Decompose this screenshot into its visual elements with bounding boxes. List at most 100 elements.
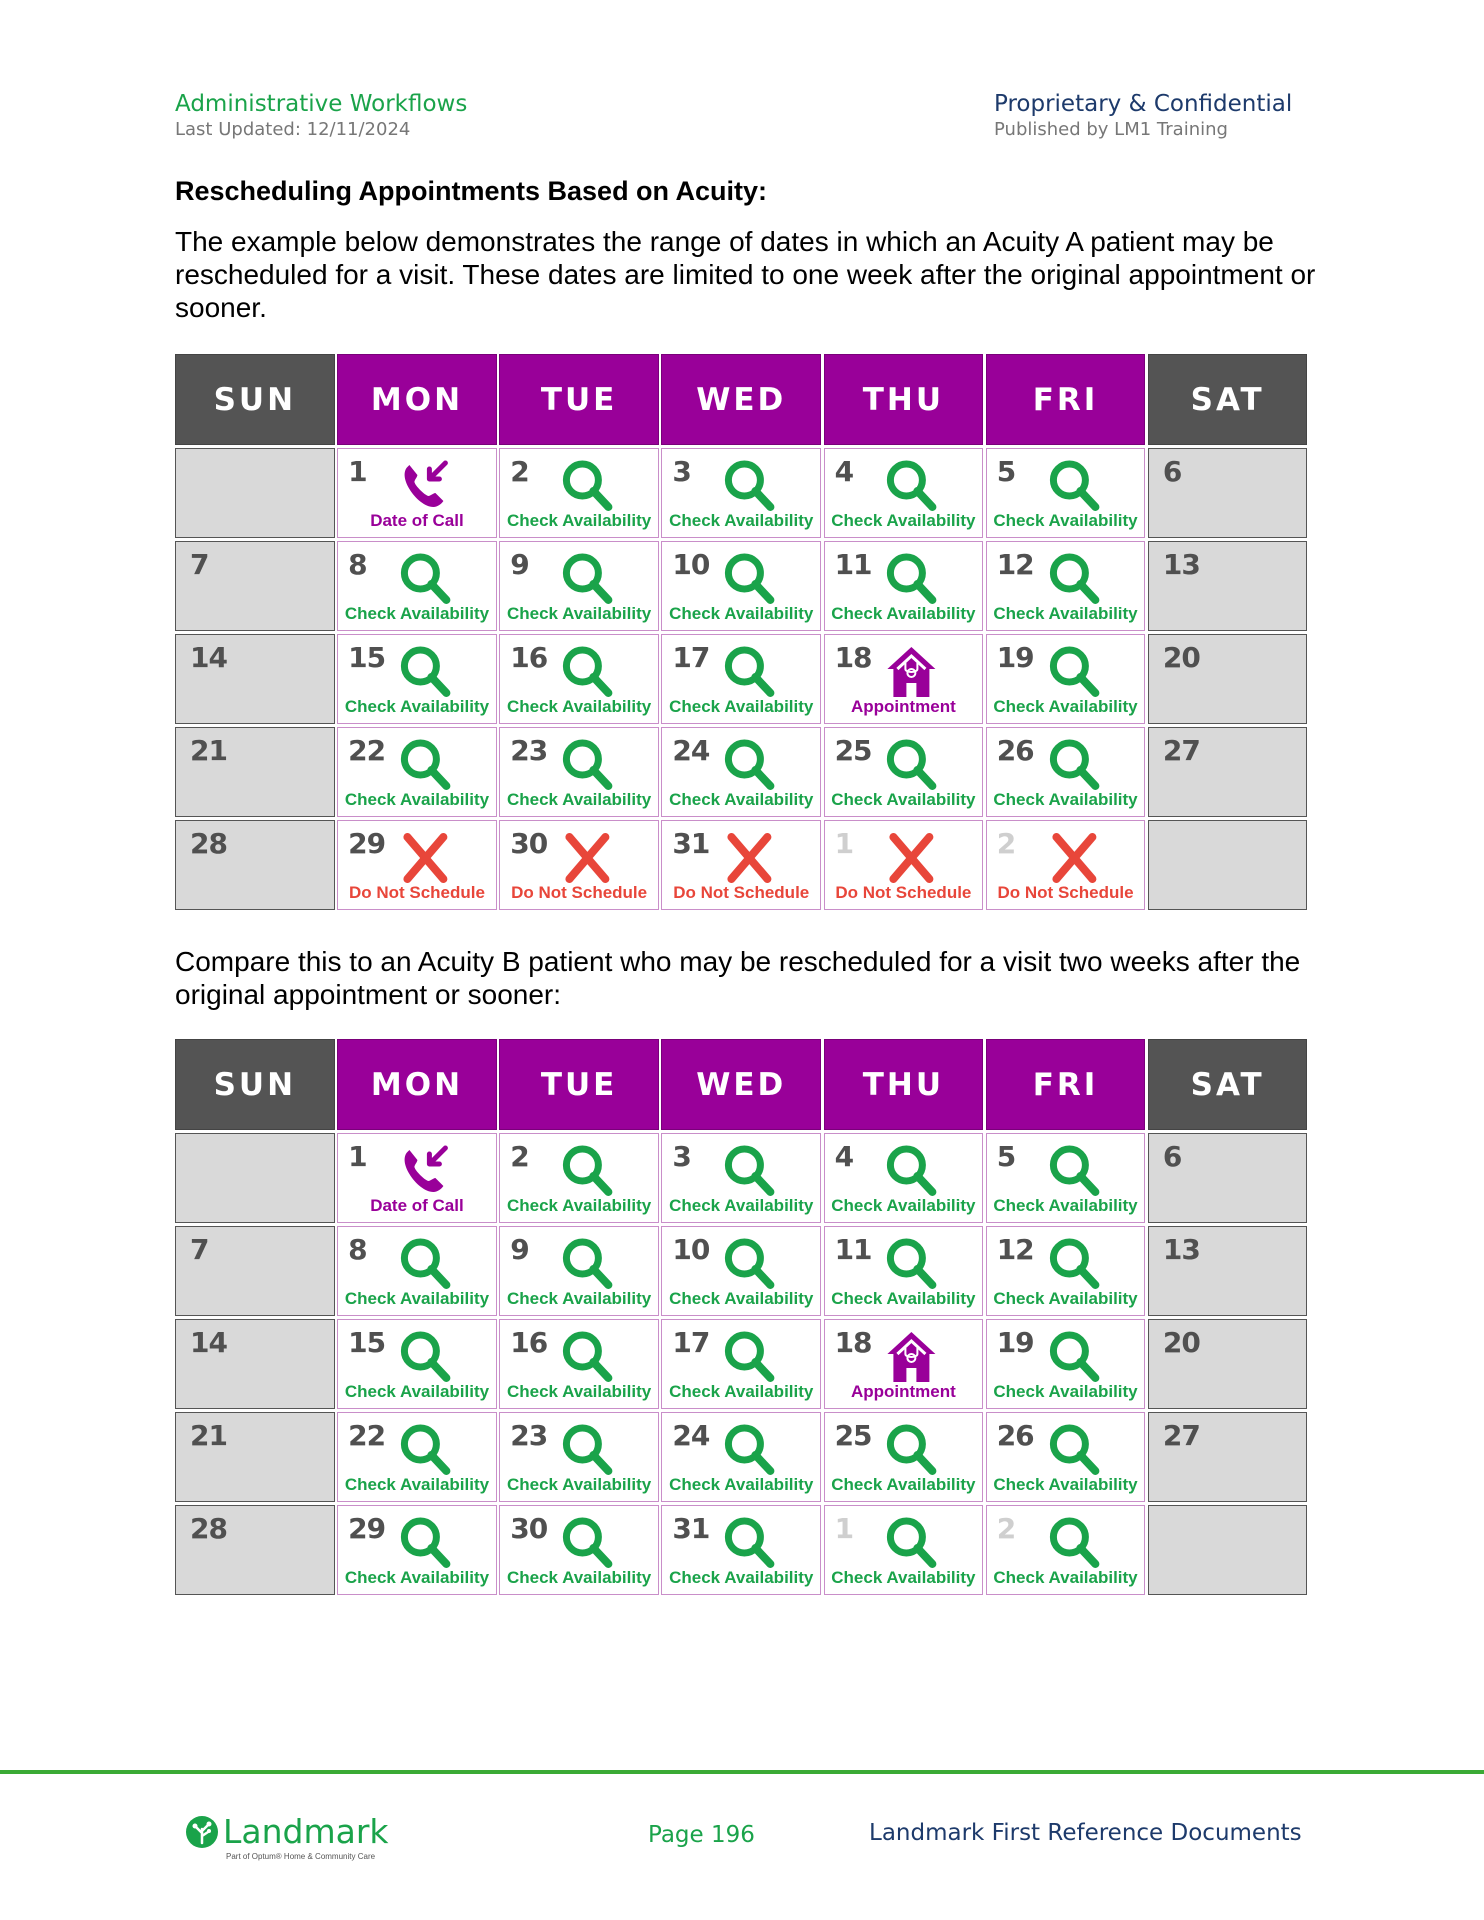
day-number: 6 — [1162, 1140, 1183, 1173]
dns-icon-wrap — [397, 829, 453, 885]
day-number: 2 — [510, 1140, 530, 1173]
page-number: Page 196 — [648, 1822, 755, 1848]
day-number: 23 — [510, 1419, 548, 1452]
day-number: 21 — [190, 1419, 228, 1452]
day-number: 26 — [996, 1419, 1035, 1452]
day-number: 19 — [996, 1326, 1035, 1359]
logo-text: Landmark — [223, 1812, 389, 1851]
magnifier-icon — [725, 553, 775, 604]
day-status-label: Check Availability — [831, 604, 976, 623]
day-number: 2 — [996, 827, 1017, 860]
header-title-left: Administrative Workflows — [175, 91, 468, 117]
calendar-day-cell: 5 Check Availability — [985, 448, 1146, 538]
day-status-label: Do Not Schedule — [348, 883, 485, 902]
calendar-day-cell: 2 Check Availability — [499, 1133, 659, 1223]
magnifier-icon — [1049, 1238, 1099, 1289]
day-status-label: Check Availability — [993, 697, 1138, 716]
check-icon-wrap — [397, 550, 453, 606]
calendar-day-cell: 30 Check Availability — [499, 1505, 659, 1595]
day-status-label: Check Availability — [344, 1568, 490, 1587]
day-number: 28 — [190, 827, 228, 860]
calendar-day-cell: 19 Check Availability — [985, 634, 1146, 724]
magnifier-icon — [1049, 1424, 1099, 1475]
day-number: 3 — [672, 1140, 692, 1173]
calendar-day-cell: 7 — [175, 541, 335, 631]
calendar-day-cell: 17 Check Availability — [661, 1319, 822, 1409]
day-status-label: Check Availability — [344, 1475, 490, 1494]
calendar-day-cell: 27 — [1147, 1412, 1308, 1502]
day-number: 25 — [834, 1419, 873, 1452]
footer-divider — [0, 1770, 1484, 1774]
call-icon-wrap — [397, 457, 453, 513]
check-icon-wrap — [1046, 1421, 1102, 1477]
red-x-icon — [403, 833, 448, 883]
day-header-thu: THU — [823, 354, 984, 445]
appt-icon-wrap — [884, 1328, 940, 1384]
day-header-wed: WED — [661, 1039, 822, 1130]
day-number: 19 — [996, 641, 1035, 674]
calendar-week-row: 28 29 Do Not Schedule 30 Do Not Schedule 31 Do… — [175, 820, 1310, 910]
magnifier-icon — [400, 646, 451, 697]
calendar-day-cell: 6 — [1147, 1133, 1308, 1223]
check-icon-wrap — [559, 550, 615, 606]
day-number: 22 — [348, 1419, 386, 1452]
calendar-day-cell: 9 Check Availability — [499, 1226, 659, 1316]
calendar-day-cell: 20 — [1147, 634, 1308, 724]
day-number: 29 — [348, 827, 386, 860]
day-status-label: Check Availability — [669, 604, 814, 623]
compare-paragraph: Compare this to an Acuity B patient who … — [175, 946, 1301, 1010]
day-status-label: Check Availability — [506, 1382, 652, 1401]
calendar-day-cell: 17 Check Availability — [661, 634, 822, 724]
calendar-week-row: 14 15 Check Availability 16 Check Availabili… — [175, 1319, 1310, 1409]
day-number: 13 — [1162, 1233, 1201, 1266]
check-icon-wrap — [397, 1235, 453, 1291]
calendar-day-cell: 18 Appointment — [823, 634, 984, 724]
check-icon-wrap — [1046, 1142, 1102, 1198]
day-status-label: Check Availability — [993, 1196, 1138, 1215]
day-status-label: Check Availability — [506, 697, 652, 716]
magnifier-icon — [562, 1145, 613, 1196]
calendar-day-cell: 31 Do Not Schedule — [661, 820, 822, 910]
day-status-label: Appointment — [850, 1382, 956, 1401]
day-header-thu: THU — [823, 1039, 984, 1130]
check-icon-wrap — [397, 736, 453, 792]
day-number: 27 — [1162, 1419, 1201, 1452]
day-status-label: Check Availability — [506, 790, 652, 809]
day-number: 15 — [348, 641, 386, 674]
magnifier-icon — [562, 553, 613, 604]
day-header-sat: SAT — [1147, 354, 1308, 445]
dns-icon-wrap — [1046, 829, 1102, 885]
landmark-logo: Landmark — [185, 1812, 389, 1851]
calendar-day-cell: 22 Check Availability — [337, 1412, 497, 1502]
day-number: 10 — [672, 548, 710, 581]
calendar-header: SUN MON TUE WED THU FRI SAT — [175, 354, 1310, 445]
magnifier-icon — [725, 460, 775, 511]
day-header-fri: FRI — [985, 1039, 1146, 1130]
check-icon-wrap — [884, 457, 940, 513]
calendar-day-cell: 14 — [175, 1319, 335, 1409]
calendar-day-cell: 15 Check Availability — [337, 634, 497, 724]
day-status-label: Check Availability — [993, 1289, 1138, 1308]
day-status-label: Check Availability — [831, 1289, 976, 1308]
landmark-tree-icon — [186, 1815, 218, 1848]
footer-doc-title: Landmark First Reference Documents — [869, 1820, 1302, 1846]
day-status-label: Check Availability — [344, 790, 490, 809]
day-number: 29 — [348, 1512, 386, 1545]
day-number: 20 — [1162, 1326, 1201, 1359]
day-number: 26 — [996, 734, 1035, 767]
day-number: 1 — [348, 1140, 368, 1173]
calendar-day-cell: 8 Check Availability — [337, 1226, 497, 1316]
appt-icon-wrap — [884, 643, 940, 699]
calendar-day-cell: 16 Check Availability — [499, 1319, 659, 1409]
day-number: 16 — [510, 1326, 548, 1359]
calendar-day-cell: 26 Check Availability — [985, 727, 1146, 817]
calendar-day-cell: 27 — [1147, 727, 1308, 817]
day-status-label: Check Availability — [993, 1475, 1138, 1494]
day-number: 6 — [1162, 455, 1183, 488]
day-header-mon: MON — [337, 1039, 497, 1130]
magnifier-icon — [400, 739, 451, 790]
calendar-day-cell: 14 — [175, 634, 335, 724]
calendar-day-cell: 8 Check Availability — [337, 541, 497, 631]
calendar-day-cell: 13 — [1147, 541, 1308, 631]
calendar-day-cell: 1 Date of Call — [337, 1133, 497, 1223]
